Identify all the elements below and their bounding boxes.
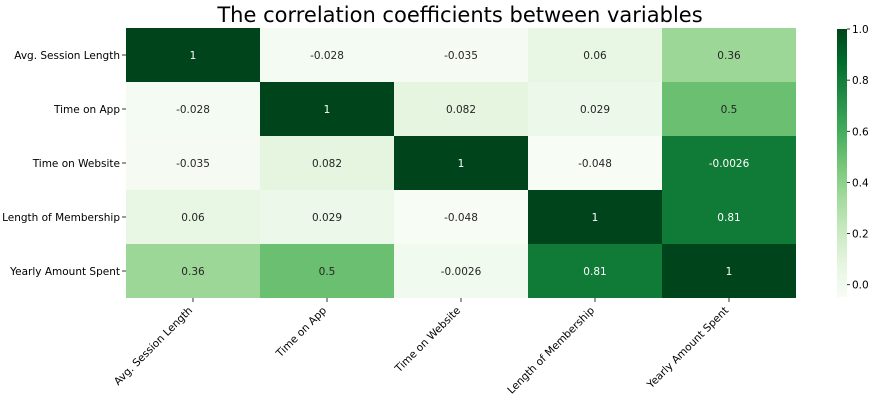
- cell-value-label: 1: [726, 266, 733, 278]
- cell-value-label: 1: [190, 50, 197, 62]
- y-tick-label: Time on App: [53, 104, 120, 116]
- cell-value-label: 0.36: [181, 266, 205, 278]
- heatmap-cell: [260, 82, 394, 136]
- x-tick-label: Avg. Session Length: [112, 305, 195, 388]
- heatmap-cell: [260, 28, 394, 82]
- cell-value-label: -0.048: [444, 212, 478, 224]
- cell-value-label: 1: [458, 158, 465, 170]
- cell-value-label: 0.029: [580, 104, 610, 116]
- cell-value-label: 0.81: [583, 266, 606, 278]
- heatmap-cell: [394, 136, 528, 190]
- cell-value-label: -0.035: [444, 50, 478, 62]
- heatmap-cell: [528, 28, 662, 82]
- colorbar: [837, 29, 847, 297]
- cell-value-label: 0.082: [312, 158, 342, 170]
- cell-value-label: -0.0026: [709, 158, 750, 170]
- heatmap-cell: [260, 136, 394, 190]
- cell-value-label: 0.81: [717, 212, 740, 224]
- cell-value-label: 0.5: [319, 266, 336, 278]
- colorbar-tick-label: 0.0: [852, 280, 869, 292]
- cell-value-label: 0.082: [446, 104, 476, 116]
- heatmap-cell: [126, 244, 260, 298]
- cell-value-label: 0.36: [717, 50, 741, 62]
- heatmap-cell: [662, 136, 796, 190]
- cell-value-label: 0.06: [181, 212, 205, 224]
- colorbar-tick-label: 0.4: [852, 177, 869, 189]
- y-tick-label: Avg. Session Length: [14, 50, 120, 62]
- heatmap-cell: [528, 190, 662, 244]
- heatmap-cell: [126, 82, 260, 136]
- heatmap-cell: [126, 190, 260, 244]
- chart-title: The correlation coefficients between var…: [217, 3, 703, 27]
- heatmap-cell: [528, 136, 662, 190]
- cell-value-label: -0.028: [310, 50, 344, 62]
- cell-value-label: 1: [592, 212, 599, 224]
- heatmap-cell: [260, 244, 394, 298]
- cell-value-label: 1: [324, 104, 331, 116]
- cell-value-label: -0.035: [176, 158, 210, 170]
- heatmap-cell: [394, 28, 528, 82]
- y-tick-label: Time on Website: [32, 158, 120, 170]
- heatmap-cell: [662, 28, 796, 82]
- colorbar-tick-label: 1.0: [852, 24, 869, 36]
- heatmap-cell: [126, 28, 260, 82]
- heatmap-cell: [260, 190, 394, 244]
- y-tick-label: Yearly Amount Spent: [9, 266, 120, 278]
- x-tick-label: Length of Membership: [505, 304, 597, 396]
- cell-value-label: -0.048: [578, 158, 612, 170]
- heatmap-cell: [126, 136, 260, 190]
- x-tick-label: Yearly Amount Spent: [644, 305, 731, 392]
- colorbar-tick-label: 0.8: [852, 75, 869, 87]
- heatmap-cell: [662, 244, 796, 298]
- y-tick-label: Length of Membership: [2, 212, 120, 224]
- cell-value-label: -0.028: [176, 104, 210, 116]
- x-tick-label: Time on Website: [392, 305, 463, 376]
- colorbar-tick-label: 0.2: [852, 229, 869, 241]
- heatmap-cell: [528, 82, 662, 136]
- cell-value-label: 0.029: [312, 212, 342, 224]
- heatmap-cell: [528, 244, 662, 298]
- heatmap-cell: [662, 82, 796, 136]
- heatmap-cell: [394, 244, 528, 298]
- heatmap-cell: [662, 190, 796, 244]
- heatmap-cell: [394, 190, 528, 244]
- cell-value-label: 0.06: [583, 50, 607, 62]
- cell-value-label: 0.5: [721, 104, 738, 116]
- cell-value-label: -0.0026: [441, 266, 482, 278]
- heatmap-cell: [394, 82, 528, 136]
- x-tick-label: Time on App: [273, 304, 329, 360]
- colorbar-tick-label: 0.6: [852, 126, 869, 138]
